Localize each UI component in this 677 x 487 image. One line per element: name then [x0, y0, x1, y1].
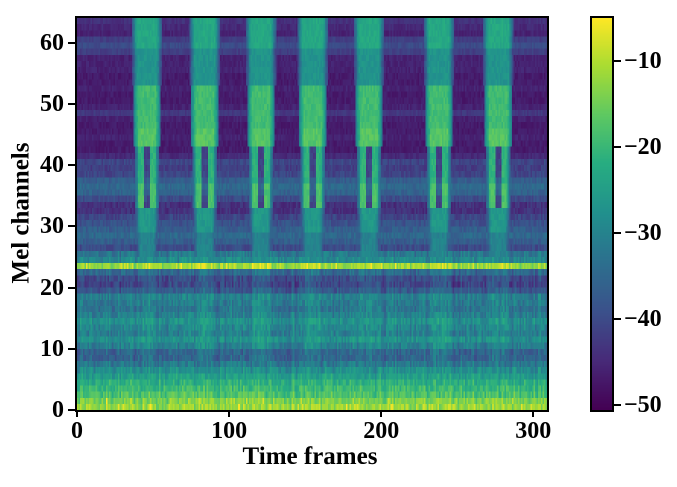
- y-tick-mark: [68, 409, 75, 411]
- colorbar-tick-mark: [614, 231, 621, 234]
- x-tick-mark: [532, 410, 535, 417]
- spectrogram-plot-area: [75, 16, 549, 412]
- x-tick-label: 200: [363, 418, 400, 444]
- y-tick-mark: [68, 347, 75, 350]
- colorbar-tick-label: −40: [624, 305, 662, 332]
- colorbar-tick-mark: [614, 317, 621, 320]
- y-tick-label: 0: [52, 397, 64, 423]
- y-tick-mark: [68, 286, 75, 289]
- colorbar: [590, 16, 614, 412]
- y-tick-label: 20: [40, 274, 64, 301]
- y-tick-mark: [68, 225, 75, 228]
- y-tick-label: 10: [40, 335, 64, 362]
- x-tick-label: 100: [211, 418, 248, 444]
- colorbar-tick-mark: [614, 59, 621, 62]
- y-tick-label: 60: [40, 29, 64, 56]
- colorbar-tick-label: −50: [624, 391, 662, 418]
- colorbar-tick-label: −10: [624, 47, 662, 74]
- y-axis-label: Mel channels: [7, 142, 35, 284]
- x-tick-label: 300: [515, 418, 552, 444]
- colorbar-tick-mark: [614, 145, 621, 148]
- y-tick-label: 50: [40, 90, 64, 117]
- y-tick-mark: [68, 102, 75, 105]
- x-tick-mark: [228, 410, 231, 417]
- y-tick-label: 30: [40, 213, 64, 240]
- x-axis-label: Time frames: [242, 443, 378, 470]
- colorbar-tick-label: −30: [624, 219, 662, 246]
- colorbar-tick-label: −20: [624, 133, 662, 160]
- y-tick-label: 40: [40, 152, 64, 178]
- x-tick-mark: [76, 410, 78, 417]
- y-tick-mark: [68, 41, 75, 44]
- colorbar-gradient: [592, 18, 612, 410]
- x-tick-label: 0: [71, 418, 83, 444]
- spectrogram-heatmap: [77, 18, 547, 410]
- x-tick-mark: [380, 410, 383, 417]
- colorbar-tick-mark: [614, 403, 621, 406]
- y-tick-mark: [68, 164, 75, 166]
